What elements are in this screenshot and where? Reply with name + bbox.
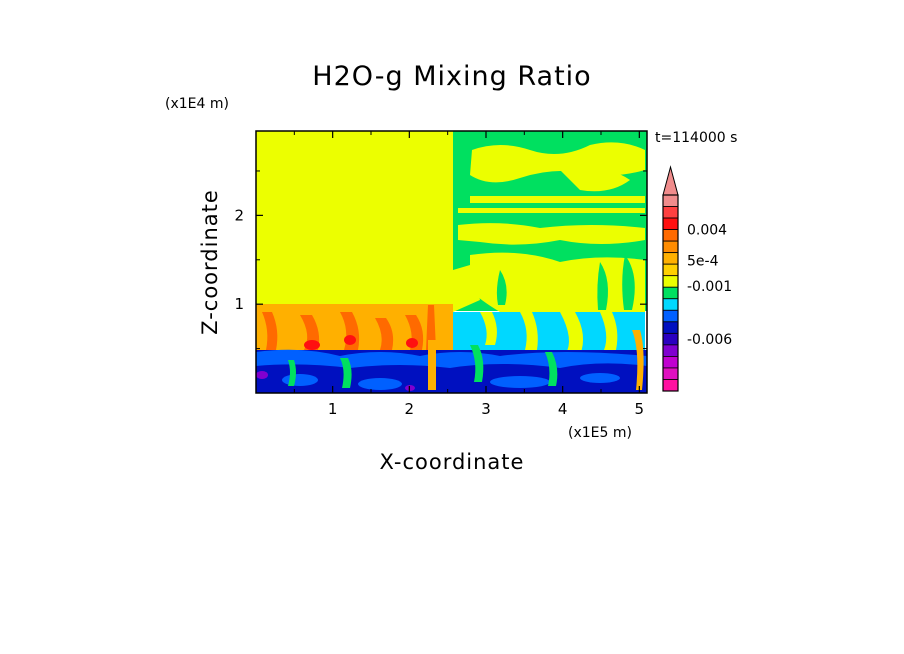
colorbar-level bbox=[662, 217, 679, 230]
y-tick-label: 2 bbox=[234, 206, 244, 224]
region-bottom-purple-spots bbox=[256, 371, 415, 391]
time-label: t=114000 s bbox=[655, 130, 737, 146]
region-bottom-orange-plumes bbox=[428, 330, 644, 390]
x-axis: 1 2 3 4 5 bbox=[293, 131, 645, 418]
colorbar: 0.004 5e-4 -0.001 -0.006 bbox=[662, 165, 732, 392]
colorbar-level bbox=[662, 356, 679, 369]
y-tick-label: 1 bbox=[234, 295, 244, 313]
region-upper-left bbox=[256, 131, 453, 311]
colorbar-label: 5e-4 bbox=[687, 254, 719, 270]
x-tick-label: 2 bbox=[405, 400, 415, 418]
region-green-streaks bbox=[496, 255, 635, 310]
x-tick-label: 4 bbox=[558, 400, 568, 418]
colorbar-level bbox=[662, 275, 679, 288]
colorbar-level bbox=[662, 229, 679, 242]
colorbar-level bbox=[662, 309, 679, 323]
chart-title: H2O-g Mixing Ratio bbox=[312, 61, 591, 92]
colorbar-level bbox=[662, 263, 679, 277]
colorbar-label: -0.006 bbox=[687, 332, 732, 348]
region-upper-right-yellow bbox=[453, 142, 645, 312]
colorbar-label: -0.001 bbox=[687, 279, 732, 295]
colorbar-level bbox=[662, 367, 679, 380]
x-scale-label: (x1E5 m) bbox=[568, 425, 632, 441]
colorbar-level bbox=[662, 332, 679, 346]
colorbar-level bbox=[662, 286, 679, 300]
colorbar-level bbox=[662, 206, 679, 219]
x-tick-label: 5 bbox=[635, 400, 645, 418]
y-scale-label: (x1E4 m) bbox=[165, 96, 229, 112]
colorbar-level bbox=[662, 298, 679, 311]
colorbar-level bbox=[662, 344, 679, 357]
colorbar-frame bbox=[662, 194, 679, 392]
colorbar-level bbox=[662, 321, 679, 334]
x-tick-label: 1 bbox=[328, 400, 338, 418]
region-right-yellow-fingers bbox=[480, 312, 618, 355]
x-axis-label: X-coordinate bbox=[380, 450, 525, 474]
colorbar-level bbox=[662, 194, 679, 207]
x-tick-label: 3 bbox=[481, 400, 491, 418]
colorbar-label: 0.004 bbox=[687, 223, 727, 239]
y-axis-label: Z-coordinate bbox=[198, 189, 222, 335]
colorbar-level bbox=[662, 379, 679, 392]
region-left-red-spots bbox=[304, 335, 418, 350]
plot-frame bbox=[255, 130, 648, 394]
region-right-cyan bbox=[453, 312, 645, 355]
y-axis: 12 bbox=[234, 170, 647, 350]
colorbar-arrow bbox=[662, 165, 679, 196]
heatmap-field bbox=[256, 131, 647, 393]
colorbar-level bbox=[662, 252, 679, 265]
region-bottom-plumes bbox=[288, 345, 558, 388]
colorbar-level bbox=[662, 240, 679, 254]
